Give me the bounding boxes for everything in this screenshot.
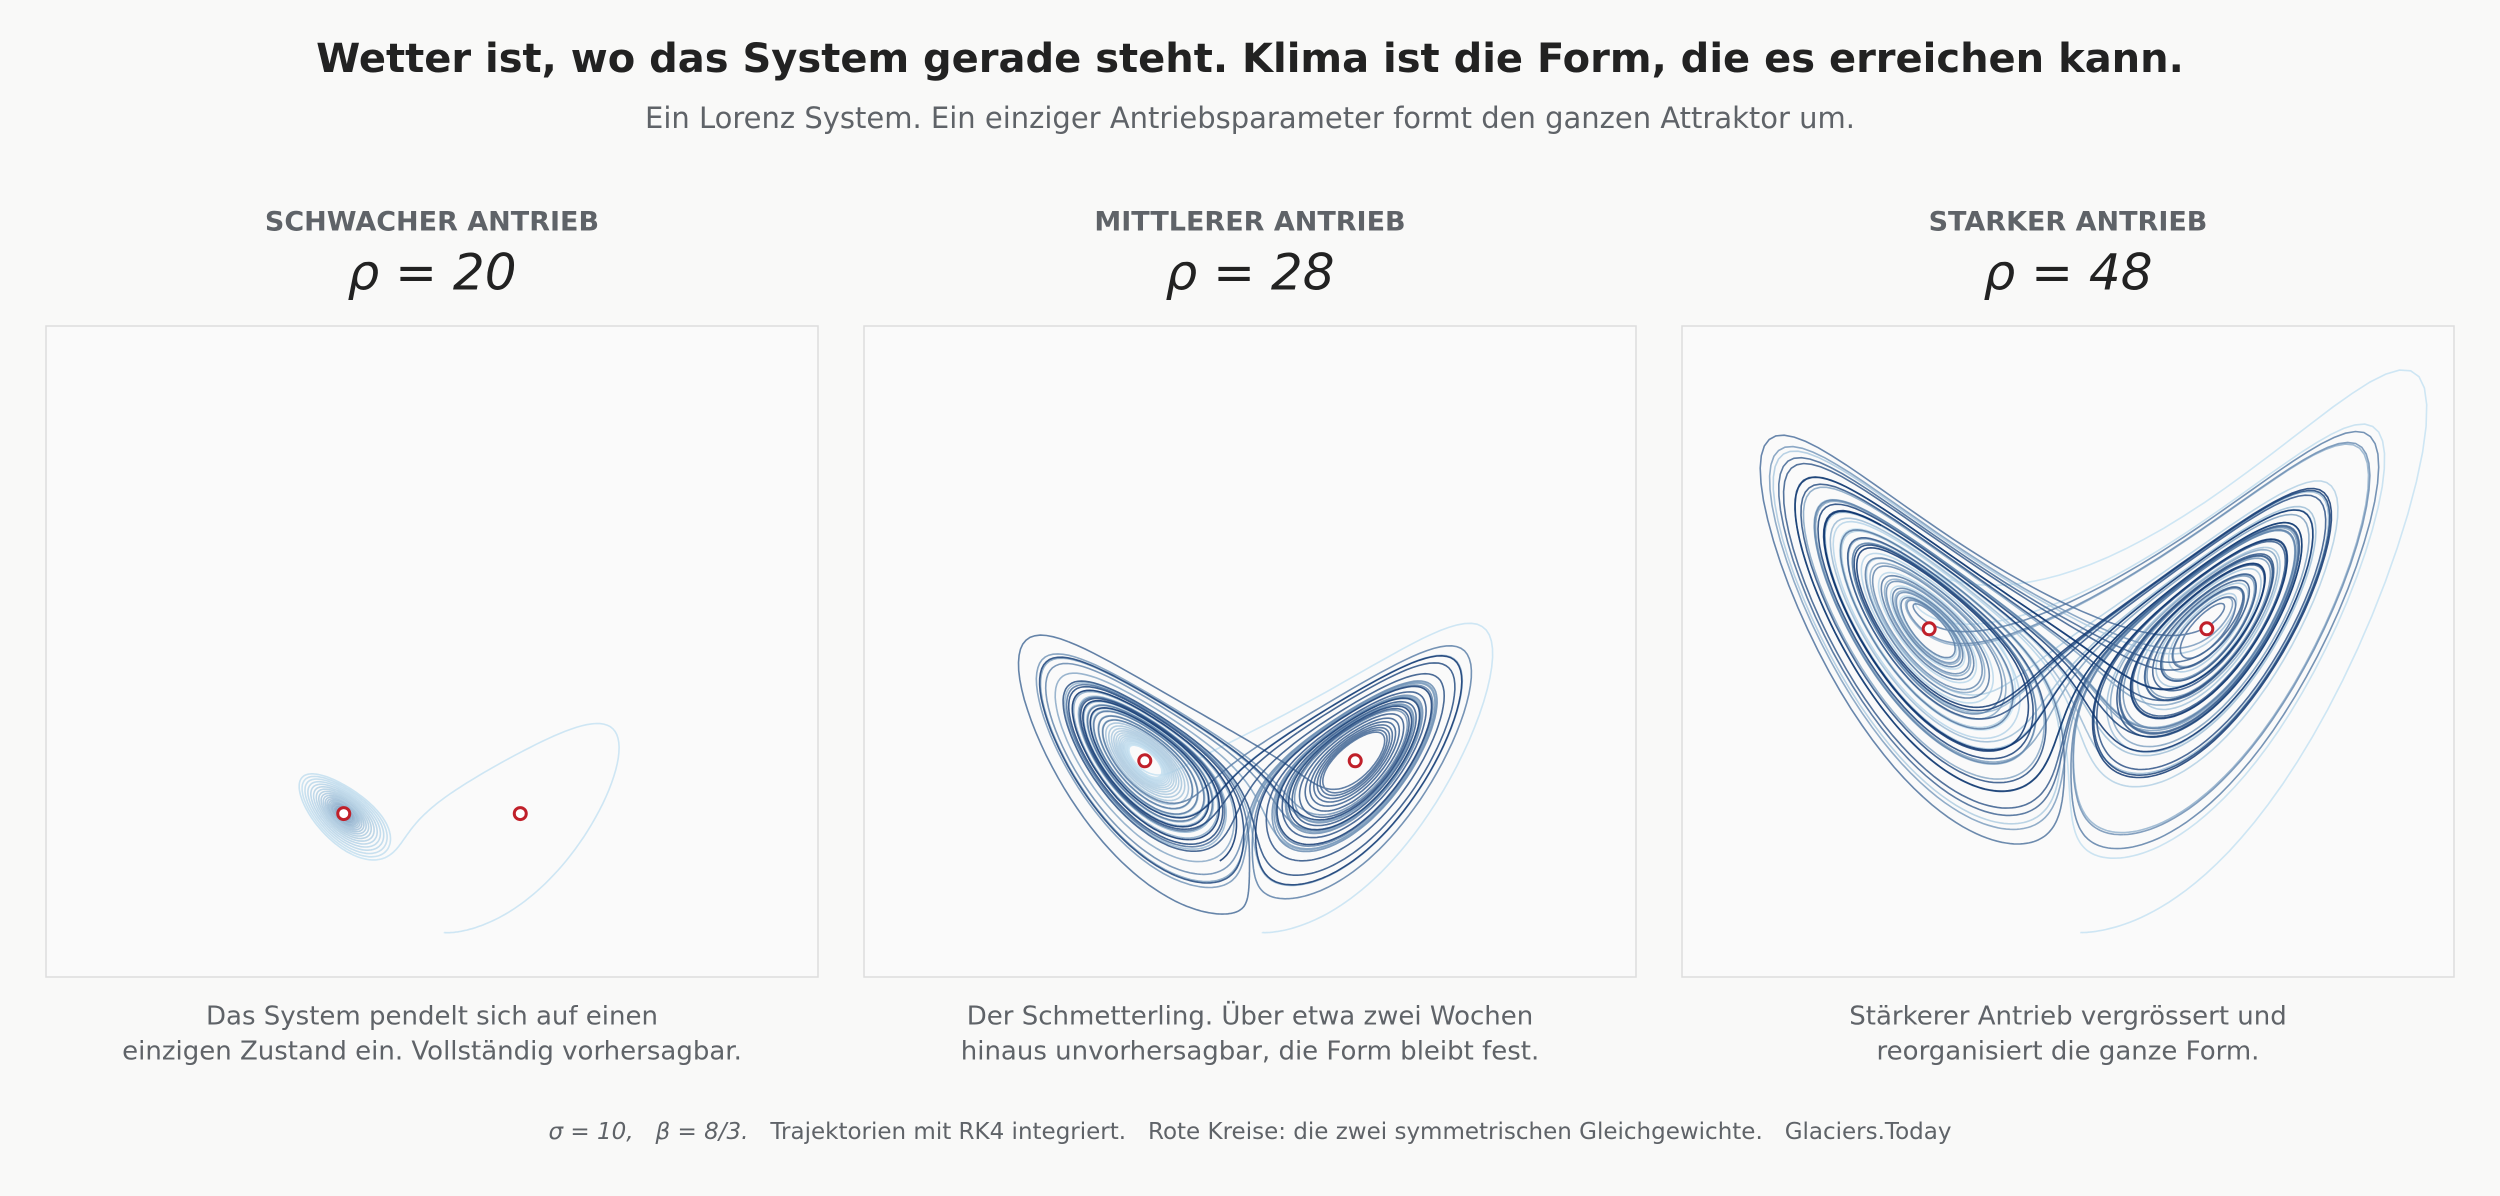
equilibrium <box>1923 623 1935 635</box>
rho-label: ρ = 20 <box>347 244 516 302</box>
sigma-label: σ = 10, <box>549 1119 634 1145</box>
equilibrium <box>1349 755 1361 767</box>
panel-caption: einzigen Zustand ein. Vollständig vorher… <box>122 1037 742 1067</box>
beta-label: β = 8/3. <box>655 1119 749 1145</box>
panel-heading: SCHWACHER ANTRIEB <box>265 207 599 238</box>
panel-caption: Der Schmetterling. Über etwa zwei Wochen <box>967 1000 1533 1032</box>
panel-frame <box>46 326 818 977</box>
panel-caption: Das System pendelt sich auf einen <box>206 1002 658 1032</box>
equilibrium <box>514 808 526 820</box>
chart-title: Wetter ist, wo das System gerade steht. … <box>316 36 2184 82</box>
panel-heading: STARKER ANTRIEB <box>1929 207 2208 238</box>
footer: σ = 10, β = 8/3. Trajektorien mit RK4 in… <box>549 1119 1952 1145</box>
spacer <box>634 1119 656 1145</box>
panel-caption: Stärkerer Antrieb vergrössert und <box>1849 1002 2287 1032</box>
equilibrium <box>338 808 350 820</box>
equilibrium <box>1139 755 1151 767</box>
spacer <box>748 1119 770 1145</box>
rho-label: ρ = 48 <box>1983 244 2152 302</box>
panel-caption: reorganisiert die ganze Form. <box>1877 1037 2260 1067</box>
rho-label: ρ = 28 <box>1165 244 1334 302</box>
footer-text: Trajektorien mit RK4 integriert. Rote Kr… <box>769 1119 1951 1145</box>
chart-subtitle: Ein Lorenz System. Ein einziger Antriebs… <box>645 101 1855 135</box>
equilibrium <box>2201 623 2213 635</box>
panel-heading: MITTLERER ANTRIEB <box>1094 207 1405 238</box>
panel-caption: hinaus unvorhersagbar, die Form bleibt f… <box>961 1037 1540 1067</box>
